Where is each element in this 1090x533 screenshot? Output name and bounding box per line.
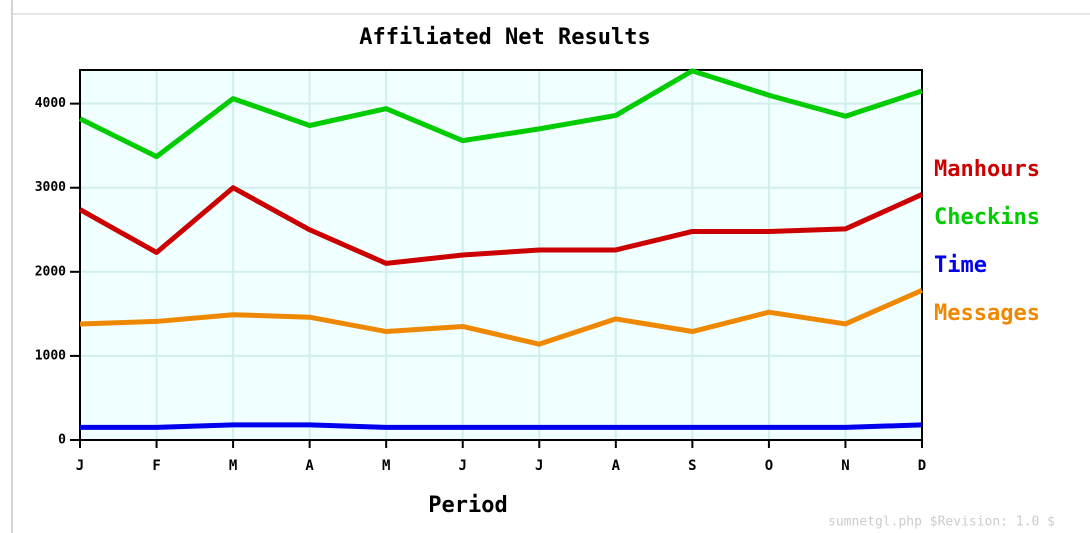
legend-label: Messages	[934, 301, 1040, 326]
y-tick-label: 1000	[35, 348, 66, 363]
legend-label: Time	[934, 253, 987, 278]
plot-border	[79, 69, 923, 441]
x-tick-label: J	[459, 458, 467, 474]
legend-label: Manhours	[934, 157, 1040, 182]
series-line	[79, 288, 924, 347]
x-tick-label: N	[841, 458, 849, 474]
series-line	[80, 422, 923, 430]
x-tick-label: J	[76, 458, 84, 474]
x-tick-label: A	[305, 458, 314, 474]
x-tick-label: M	[229, 458, 237, 474]
x-tick-label: J	[535, 458, 543, 474]
x-axis-label: Period	[428, 493, 507, 518]
legend-label: Checkins	[934, 205, 1040, 230]
series-line	[78, 68, 923, 160]
y-tick-label: 3000	[35, 180, 66, 195]
x-tick-label: A	[612, 458, 621, 474]
chart-title: Affiliated Net Results	[359, 25, 650, 50]
footer: sumnetgl.php $Revision: 1.0 $	[828, 515, 1055, 530]
x-tick-label: D	[918, 458, 926, 474]
x-tick-label: O	[765, 458, 773, 474]
x-tick-label: S	[688, 458, 696, 474]
x-tick-label: F	[152, 458, 160, 474]
plot-area	[80, 70, 922, 440]
series-line	[78, 185, 924, 266]
y-tick-label: 0	[58, 433, 66, 448]
x-tick-label: M	[382, 458, 390, 474]
y-tick-label: 4000	[35, 96, 66, 111]
y-tick-label: 2000	[35, 264, 66, 279]
